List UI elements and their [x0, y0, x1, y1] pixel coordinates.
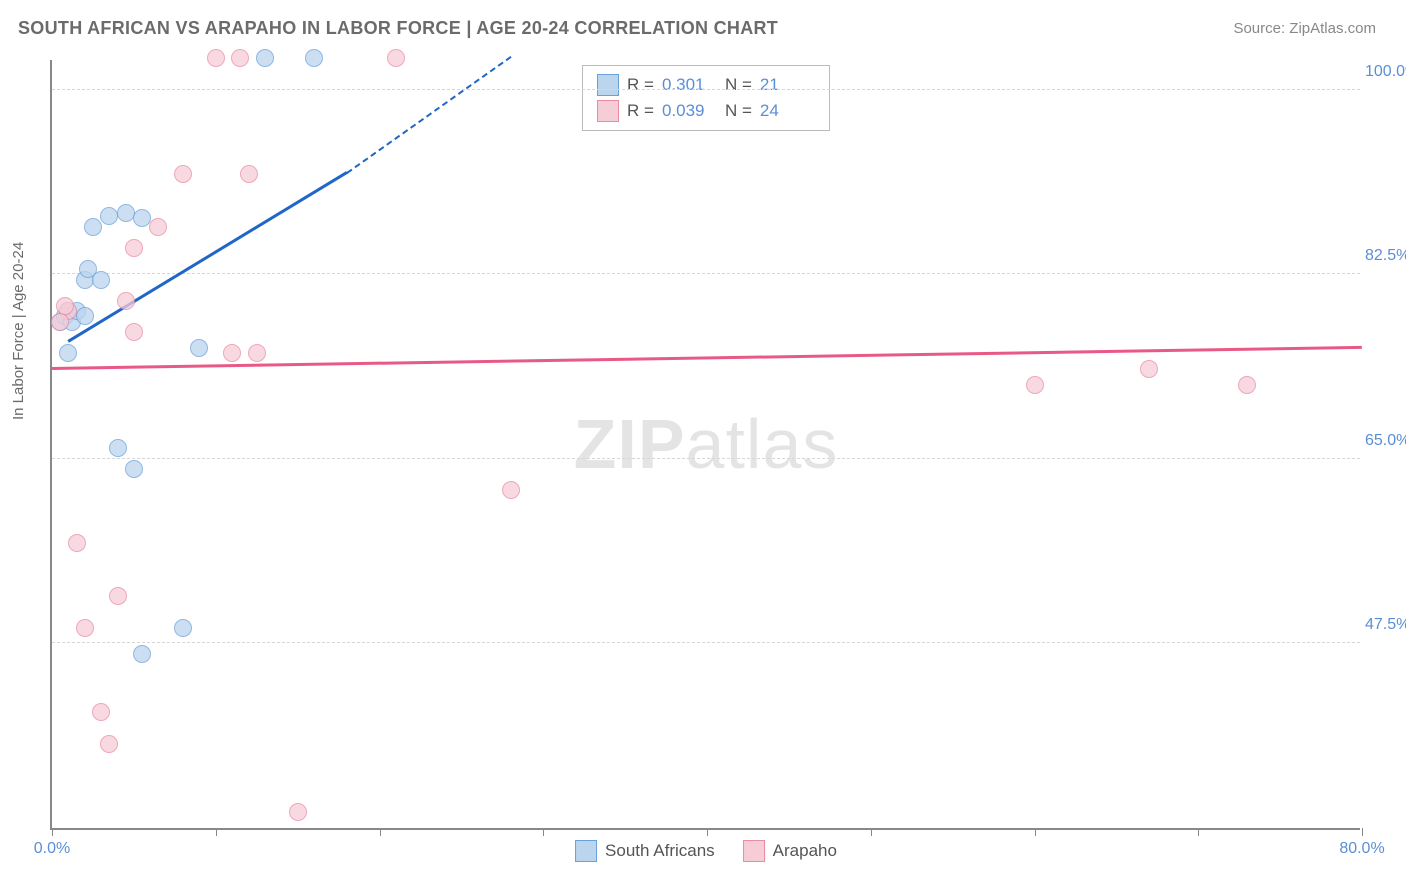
data-point — [125, 239, 143, 257]
r-value: 0.301 — [662, 75, 717, 95]
r-label: R = — [627, 75, 654, 95]
r-label: R = — [627, 101, 654, 121]
data-point — [240, 165, 258, 183]
x-tick-label: 0.0% — [34, 840, 70, 858]
n-label: N = — [725, 101, 752, 121]
x-tick — [1198, 828, 1199, 836]
data-point — [174, 165, 192, 183]
n-value: 21 — [760, 75, 815, 95]
data-point — [125, 323, 143, 341]
data-point — [133, 209, 151, 227]
trend-line-dashed — [346, 56, 511, 174]
gridline — [52, 273, 1360, 274]
data-point — [76, 619, 94, 637]
r-value: 0.039 — [662, 101, 717, 121]
data-point — [231, 49, 249, 67]
data-point — [1238, 376, 1256, 394]
stats-legend-row: R = 0.301 N = 21 — [597, 72, 815, 98]
legend-swatch — [743, 840, 765, 862]
x-tick — [871, 828, 872, 836]
gridline — [52, 642, 1360, 643]
data-point — [174, 619, 192, 637]
y-tick-label: 82.5% — [1365, 247, 1406, 265]
x-tick — [707, 828, 708, 836]
source-label: Source: ZipAtlas.com — [1233, 20, 1376, 37]
data-point — [117, 292, 135, 310]
data-point — [100, 207, 118, 225]
y-tick-label: 65.0% — [1365, 432, 1406, 450]
gridline — [52, 458, 1360, 459]
x-tick — [543, 828, 544, 836]
data-point — [51, 313, 69, 331]
data-point — [190, 339, 208, 357]
data-point — [100, 735, 118, 753]
x-tick-label: 80.0% — [1339, 840, 1384, 858]
data-point — [1140, 360, 1158, 378]
data-point — [256, 49, 274, 67]
n-label: N = — [725, 75, 752, 95]
y-tick-label: 47.5% — [1365, 616, 1406, 634]
legend-label: South Africans — [605, 841, 715, 861]
chart-title: SOUTH AFRICAN VS ARAPAHO IN LABOR FORCE … — [18, 18, 778, 39]
trend-line — [68, 172, 348, 343]
x-tick — [380, 828, 381, 836]
data-point — [149, 218, 167, 236]
legend-item: Arapaho — [743, 840, 837, 862]
data-point — [76, 307, 94, 325]
scatter-chart: ZIPatlas R =0.301N =21R =0.039N =24 Sout… — [50, 60, 1360, 830]
data-point — [92, 703, 110, 721]
data-point — [289, 803, 307, 821]
data-point — [133, 645, 151, 663]
data-point — [109, 439, 127, 457]
legend-swatch — [597, 100, 619, 122]
legend-label: Arapaho — [773, 841, 837, 861]
legend-swatch — [597, 74, 619, 96]
data-point — [56, 297, 74, 315]
data-point — [387, 49, 405, 67]
watermark: ZIPatlas — [574, 404, 839, 484]
legend-swatch — [575, 840, 597, 862]
x-tick — [1035, 828, 1036, 836]
legend-item: South Africans — [575, 840, 715, 862]
y-tick-label: 100.0% — [1365, 63, 1406, 81]
data-point — [1026, 376, 1044, 394]
data-point — [68, 534, 86, 552]
series-legend: South Africans Arapaho — [575, 840, 837, 862]
stats-legend: R = 0.301 N = 21 R = 0.039 N = 24 — [582, 65, 830, 131]
stats-legend-row: R = 0.039 N = 24 — [597, 98, 815, 124]
gridline — [52, 89, 1360, 90]
y-axis-label: In Labor Force | Age 20-24 — [10, 242, 27, 420]
data-point — [248, 344, 266, 362]
x-tick — [52, 828, 53, 836]
n-value: 24 — [760, 101, 815, 121]
data-point — [502, 481, 520, 499]
data-point — [109, 587, 127, 605]
data-point — [125, 460, 143, 478]
data-point — [59, 344, 77, 362]
x-tick — [1362, 828, 1363, 836]
data-point — [305, 49, 323, 67]
data-point — [84, 218, 102, 236]
data-point — [207, 49, 225, 67]
data-point — [117, 204, 135, 222]
data-point — [79, 260, 97, 278]
x-tick — [216, 828, 217, 836]
data-point — [223, 344, 241, 362]
